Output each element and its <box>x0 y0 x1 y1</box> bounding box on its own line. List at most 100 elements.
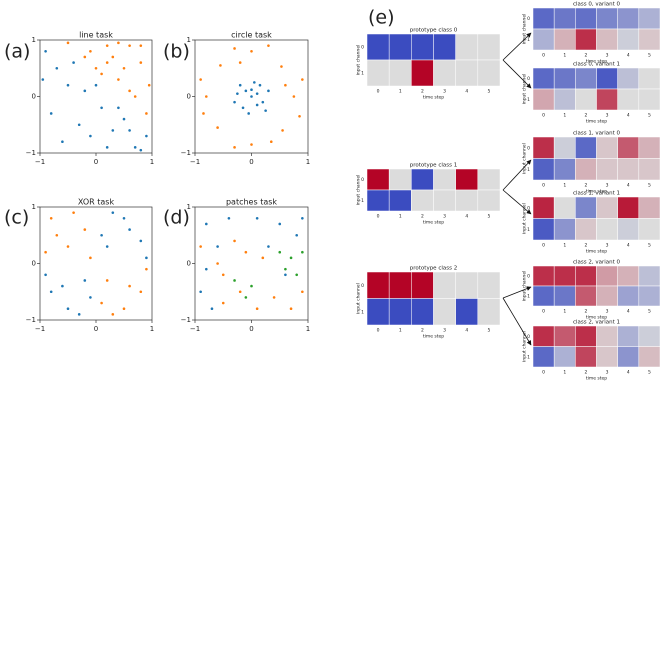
y-tick-label: −1 <box>26 316 36 324</box>
cell <box>411 271 434 299</box>
cell <box>575 67 597 90</box>
point <box>139 44 143 47</box>
cell <box>553 346 576 368</box>
y-tick-label: 1 <box>527 167 530 173</box>
cell <box>617 218 640 241</box>
cell <box>455 59 479 87</box>
point <box>72 211 75 214</box>
cell <box>575 136 597 159</box>
point <box>94 83 98 87</box>
point <box>41 78 45 81</box>
y-tick-label: 1 <box>32 203 36 211</box>
point <box>117 106 120 110</box>
chart: (d) patches task −1 0 1 −1 0 1 <box>163 198 310 334</box>
panel-label: (d) <box>163 207 190 229</box>
cell <box>388 59 412 87</box>
x-axis-label: time step <box>586 315 607 321</box>
cell <box>411 33 434 61</box>
x-tick-label: 1 <box>306 158 310 166</box>
cell <box>477 298 501 326</box>
chart: prototype class 1 0 1 2 3 4 5 0 1 time step input … <box>356 163 501 226</box>
cell <box>617 285 640 307</box>
x-tick-label: 3 <box>606 243 609 249</box>
y-tick-label: 0 <box>32 260 36 268</box>
point <box>233 100 236 104</box>
point <box>105 279 109 282</box>
point <box>117 41 120 45</box>
point <box>83 228 87 231</box>
point <box>255 103 259 107</box>
point <box>66 83 70 87</box>
point <box>61 140 64 143</box>
axes-frame <box>39 206 153 321</box>
cell <box>433 168 456 191</box>
point <box>111 313 115 316</box>
arrows <box>502 32 532 346</box>
point <box>61 284 64 288</box>
y-tick-label: 1 <box>527 37 530 43</box>
cell <box>553 67 576 90</box>
point <box>284 83 287 87</box>
chart-title: class 2, variant 0 <box>573 260 621 266</box>
cell <box>638 136 661 159</box>
cell <box>596 67 618 90</box>
x-tick-label: 5 <box>648 243 651 249</box>
point <box>49 290 53 294</box>
cell <box>596 325 618 347</box>
cell <box>532 285 555 307</box>
point <box>205 95 208 98</box>
point <box>219 64 222 67</box>
cell <box>617 265 640 287</box>
cell <box>553 196 576 219</box>
x-tick-label: 5 <box>648 309 651 315</box>
y-axis-label: input channel <box>522 143 528 174</box>
x-tick-label: 1 <box>399 89 402 95</box>
point <box>122 66 126 70</box>
point <box>145 134 148 138</box>
arrow <box>502 297 532 346</box>
x-tick-label: 0 <box>542 309 545 315</box>
y-axis-label: input channel <box>356 283 362 314</box>
x-tick-label: 4 <box>627 243 630 249</box>
cell <box>596 88 618 111</box>
x-tick-label: 5 <box>487 328 490 334</box>
chart-title: line task <box>79 31 113 40</box>
point <box>139 290 143 294</box>
cell <box>553 28 576 51</box>
y-tick-label: −1 <box>26 149 36 157</box>
arrow <box>502 159 532 191</box>
point <box>100 233 103 237</box>
cell <box>388 33 412 61</box>
cell <box>596 346 618 368</box>
point <box>83 279 87 282</box>
y-tick-label: 0 <box>361 283 364 289</box>
cell <box>553 136 576 159</box>
x-tick-label: 2 <box>584 113 587 119</box>
point <box>221 273 225 277</box>
cell <box>532 67 555 90</box>
y-tick-label: 0 <box>361 177 364 183</box>
point <box>111 211 115 214</box>
cell <box>477 271 501 299</box>
y-tick-label: 0 <box>187 260 191 268</box>
point <box>233 239 236 243</box>
panel-label: (a) <box>4 41 30 63</box>
x-tick-label: 1 <box>563 113 566 119</box>
cell <box>553 158 576 181</box>
cell <box>455 168 479 191</box>
x-tick-label: 3 <box>606 183 609 189</box>
point <box>281 129 284 132</box>
y-axis-label: input channel <box>522 331 528 362</box>
point <box>267 245 270 248</box>
panel-label: (c) <box>4 207 29 229</box>
x-tick-label: 5 <box>648 370 651 376</box>
y-tick-label: 1 <box>361 309 364 315</box>
point <box>205 222 208 226</box>
x-tick-label: 1 <box>150 325 154 333</box>
point <box>216 245 219 248</box>
point <box>44 50 47 53</box>
point <box>278 222 282 226</box>
y-axis-label: input channel <box>522 203 528 234</box>
x-tick-label: 4 <box>627 113 630 119</box>
